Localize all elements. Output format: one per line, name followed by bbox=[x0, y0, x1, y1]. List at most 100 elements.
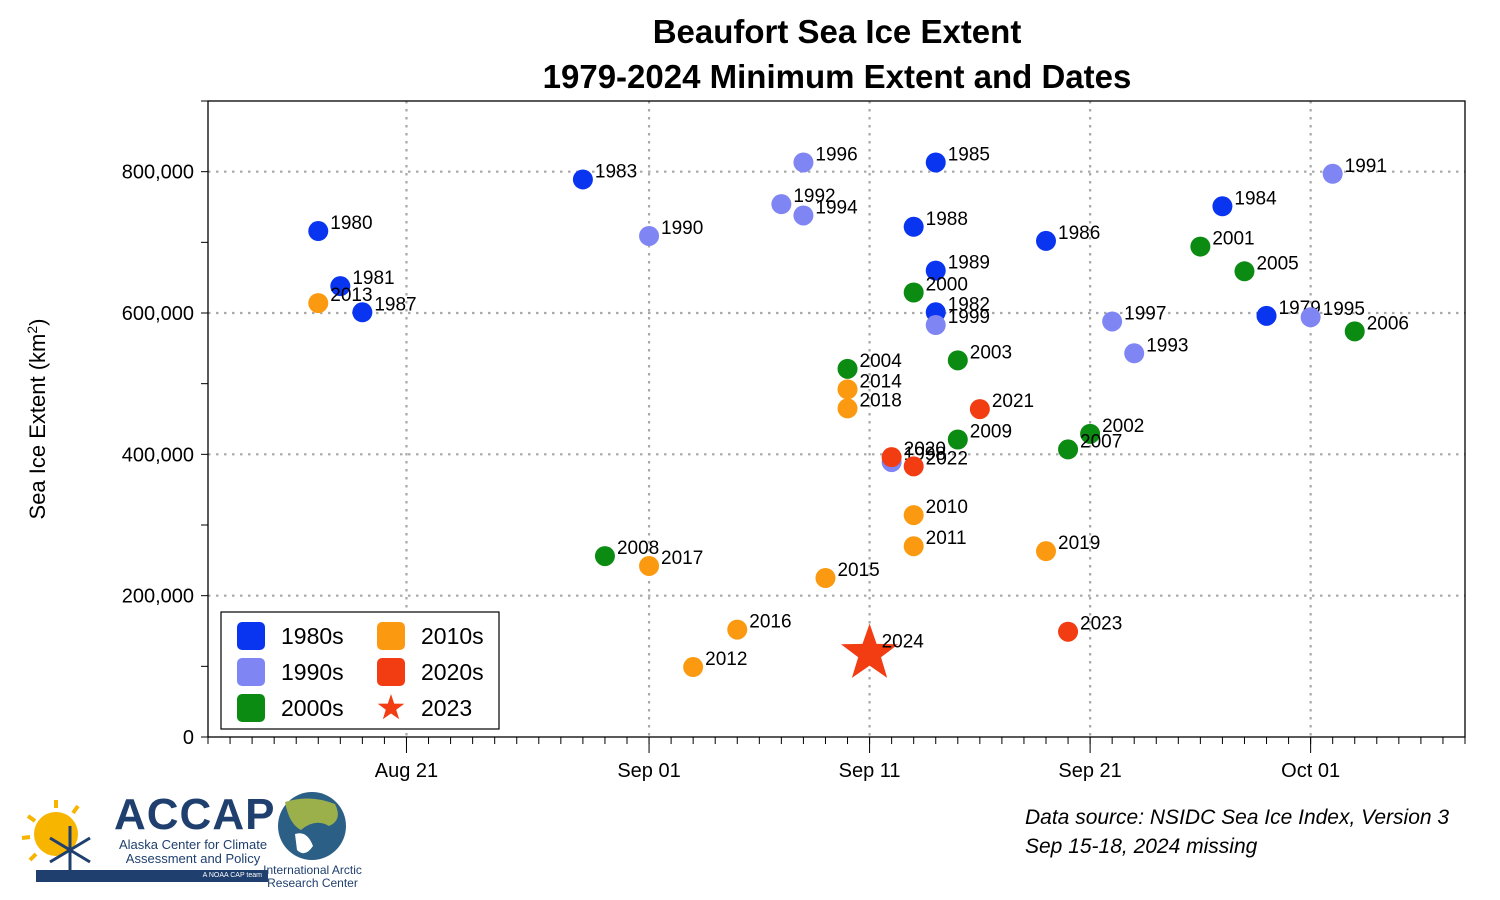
point-label-2011: 2011 bbox=[926, 528, 967, 549]
globe-icon bbox=[278, 792, 346, 860]
point-1981 bbox=[330, 276, 351, 297]
point-label-2001: 2001 bbox=[1212, 229, 1254, 250]
point-label-2015: 2015 bbox=[837, 560, 879, 581]
point-label-1988: 1988 bbox=[926, 209, 968, 230]
point-label-1985: 1985 bbox=[948, 144, 990, 165]
point-2008 bbox=[594, 546, 615, 567]
point-label-2010: 2010 bbox=[926, 497, 968, 518]
legend-label-2010s: 2010s bbox=[421, 623, 484, 649]
point-label-1982: 1982 bbox=[948, 294, 990, 315]
x-tick-label: Sep 01 bbox=[617, 760, 680, 782]
legend-marker-2020s bbox=[377, 658, 405, 686]
point-2013 bbox=[308, 293, 329, 314]
point-label-1999: 1999 bbox=[948, 307, 990, 328]
data-points: 1979198019811982198319841985198619871988… bbox=[308, 144, 1409, 678]
y-tick-label: 400,000 bbox=[122, 444, 194, 466]
point-2010 bbox=[903, 505, 924, 526]
point-2015 bbox=[815, 568, 836, 588]
point-1991 bbox=[1322, 163, 1343, 184]
point-label-2016: 2016 bbox=[749, 612, 791, 633]
legend-marker-2023 bbox=[377, 694, 405, 720]
point-label-2000: 2000 bbox=[926, 275, 968, 296]
point-1989 bbox=[925, 260, 946, 281]
point-label-1984: 1984 bbox=[1234, 188, 1277, 209]
source-note-line-1: Data source: NSIDC Sea Ice Index, Versio… bbox=[1025, 806, 1450, 829]
point-label-2022: 2022 bbox=[926, 448, 968, 469]
chart-title-line-2: 1979-2024 Minimum Extent and Dates bbox=[543, 58, 1132, 95]
source-note: Data source: NSIDC Sea Ice Index, Versio… bbox=[1025, 803, 1449, 861]
legend-marker-1990s bbox=[237, 658, 265, 686]
point-1993 bbox=[1124, 343, 1145, 364]
point-label-1993: 1993 bbox=[1146, 335, 1188, 356]
point-label-2002: 2002 bbox=[1102, 416, 1144, 437]
y-tick-label: 800,000 bbox=[122, 162, 194, 184]
x-tick-label: Sep 21 bbox=[1058, 760, 1121, 782]
point-2017 bbox=[639, 555, 660, 576]
point-2000 bbox=[903, 282, 924, 303]
point-2004 bbox=[837, 358, 858, 379]
point-1984 bbox=[1212, 196, 1233, 217]
accap-logo: ACCAP Alaska Center for Climate Assessme… bbox=[18, 790, 274, 886]
point-label-1986: 1986 bbox=[1058, 223, 1100, 244]
y-tick-label: 200,000 bbox=[122, 586, 194, 608]
legend: 1980s 2010s 1990s 2020s 2000s 2023 bbox=[220, 611, 500, 730]
point-label-1983: 1983 bbox=[595, 161, 637, 182]
x-tick-label: Aug 21 bbox=[375, 760, 438, 782]
iarc-logo: International Arctic Research Center bbox=[255, 790, 370, 895]
accap-bar: A NOAA CAP team bbox=[36, 870, 268, 882]
point-2001 bbox=[1190, 236, 1211, 257]
point-1994 bbox=[793, 205, 814, 226]
source-note-line-2: Sep 15-18, 2024 missing bbox=[1025, 835, 1258, 858]
point-label-2007: 2007 bbox=[1080, 431, 1122, 452]
y-axis: 0 200,000 400,000 600,000 800,000 bbox=[122, 100, 208, 749]
point-label-2003: 2003 bbox=[970, 342, 1012, 363]
point-label-2018: 2018 bbox=[860, 390, 902, 411]
point-2005 bbox=[1234, 261, 1255, 282]
point-2016 bbox=[727, 619, 748, 640]
point-label-2006: 2006 bbox=[1367, 313, 1409, 334]
plot-frame bbox=[207, 100, 1466, 738]
iarc-name: International Arctic Research Center bbox=[263, 863, 362, 890]
point-1990 bbox=[639, 225, 660, 246]
point-2020 bbox=[881, 447, 902, 468]
legend-label-1980s: 1980s bbox=[281, 623, 344, 649]
point-2009 bbox=[947, 429, 968, 450]
point-label-1981: 1981 bbox=[352, 268, 394, 289]
point-label-1987: 1987 bbox=[374, 294, 416, 315]
point-2018 bbox=[837, 398, 858, 419]
legend-label-2000s: 2000s bbox=[281, 695, 344, 721]
sun-snowflake-icon bbox=[21, 800, 91, 874]
legend-marker-1980s bbox=[237, 622, 265, 650]
point-2022 bbox=[903, 456, 924, 477]
point-1988 bbox=[903, 216, 924, 237]
point-label-1995: 1995 bbox=[1323, 299, 1365, 320]
point-2002 bbox=[1080, 423, 1101, 444]
point-1980 bbox=[308, 221, 329, 242]
point-1992 bbox=[771, 194, 792, 215]
x-tick-label: Sep 11 bbox=[839, 760, 901, 782]
point-1983 bbox=[572, 169, 593, 190]
point-label-1994: 1994 bbox=[815, 197, 858, 218]
legend-marker-2010s bbox=[377, 622, 405, 650]
point-label-2019: 2019 bbox=[1058, 533, 1100, 554]
y-tick-label: 600,000 bbox=[122, 303, 194, 325]
point-2014 bbox=[837, 379, 858, 400]
point-label-2024: 2024 bbox=[882, 632, 925, 653]
point-label-2009: 2009 bbox=[970, 421, 1012, 442]
point-1997 bbox=[1102, 311, 1123, 332]
point-1999 bbox=[925, 315, 946, 336]
point-1996 bbox=[793, 152, 814, 173]
point-label-1991: 1991 bbox=[1345, 156, 1387, 177]
point-2012 bbox=[683, 657, 704, 678]
point-label-2005: 2005 bbox=[1256, 253, 1298, 274]
point-label-1990: 1990 bbox=[661, 218, 703, 239]
x-axis: Aug 21 Sep 01 Sep 11 Sep 21 Oct 01 bbox=[207, 737, 1466, 782]
x-tick-label: Oct 01 bbox=[1281, 760, 1340, 782]
y-tick-label: 0 bbox=[183, 727, 194, 749]
point-2006 bbox=[1344, 321, 1365, 342]
accap-subtitle: Alaska Center for Climate Assessment and… bbox=[118, 837, 268, 866]
legend-label-2023: 2023 bbox=[421, 695, 472, 721]
point-2019 bbox=[1036, 541, 1056, 562]
point-label-2021: 2021 bbox=[992, 391, 1034, 412]
legend-marker-2000s bbox=[237, 694, 265, 722]
